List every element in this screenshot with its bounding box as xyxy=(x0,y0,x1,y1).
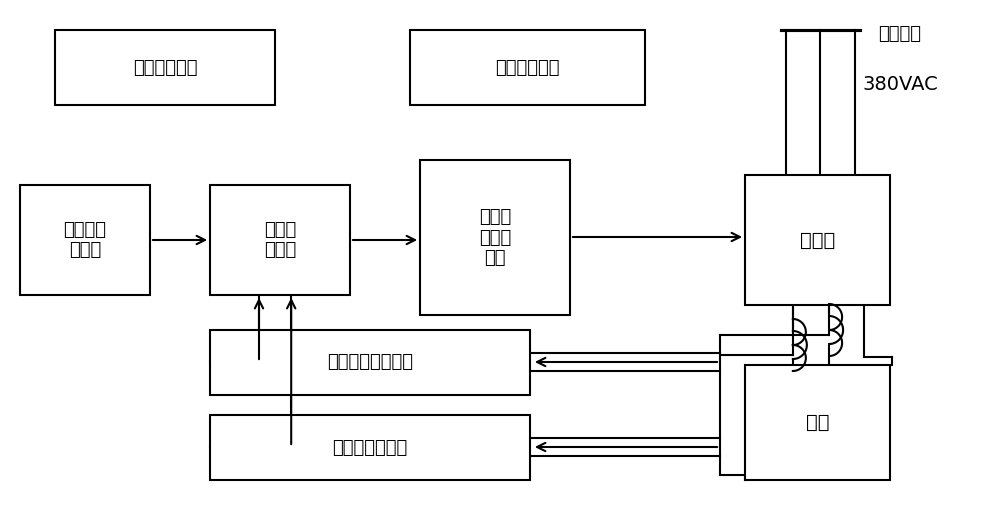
Text: 输出电压检测电路: 输出电压检测电路 xyxy=(327,353,413,371)
Text: 过电流检测电路: 过电流检测电路 xyxy=(332,439,408,457)
Text: 三相输入: 三相输入 xyxy=(879,25,922,43)
Bar xyxy=(210,415,530,480)
Text: 中央控
制电路: 中央控 制电路 xyxy=(264,220,296,259)
Bar xyxy=(420,160,570,315)
Bar xyxy=(745,365,890,480)
Bar xyxy=(55,30,275,105)
Bar xyxy=(210,330,530,395)
Bar xyxy=(745,175,890,305)
Bar xyxy=(410,30,645,105)
Bar xyxy=(210,185,350,295)
Text: 脉冲隔
离放大
电路: 脉冲隔 离放大 电路 xyxy=(479,208,511,267)
Text: 第一控制电源: 第一控制电源 xyxy=(133,58,197,76)
Text: 键盘与显
示电路: 键盘与显 示电路 xyxy=(64,220,106,259)
Text: 主电路: 主电路 xyxy=(800,230,835,249)
Text: 380VAC: 380VAC xyxy=(862,75,938,94)
Text: 第二控制电源: 第二控制电源 xyxy=(495,58,560,76)
Bar xyxy=(20,185,150,295)
Text: 负载: 负载 xyxy=(806,413,829,432)
